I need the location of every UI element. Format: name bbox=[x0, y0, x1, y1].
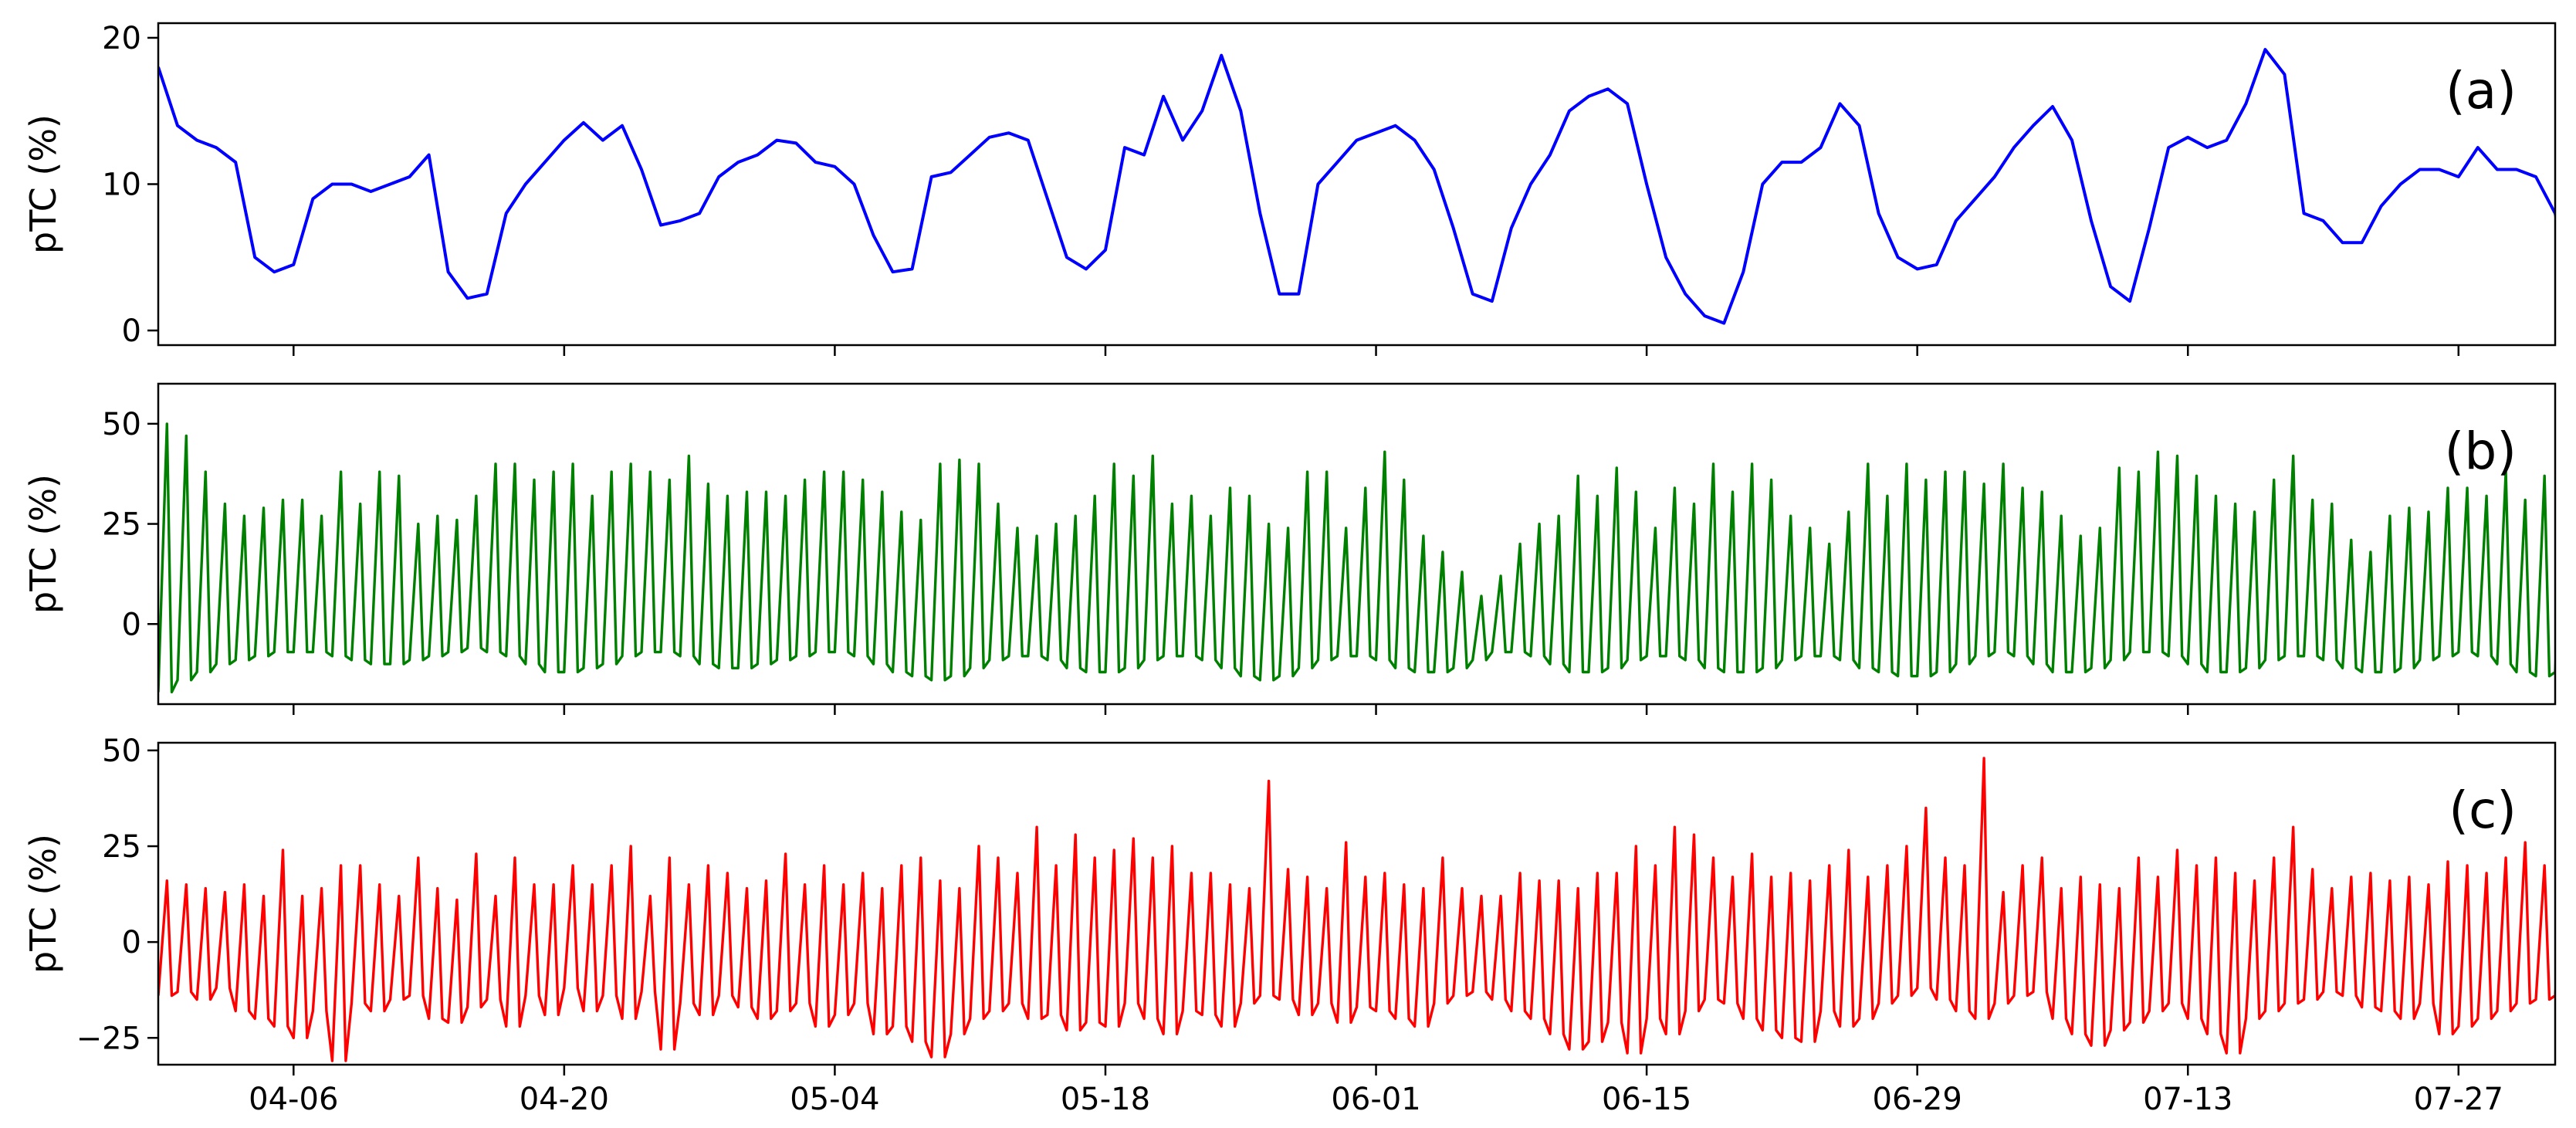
x-tick-label: 05-04 bbox=[790, 1082, 879, 1117]
x-tick-label: 06-15 bbox=[1602, 1082, 1691, 1117]
y-axis-title: pTC (%) bbox=[22, 834, 64, 974]
panel-label: (c) bbox=[2449, 781, 2517, 840]
x-tick-label: 07-27 bbox=[2414, 1082, 2503, 1117]
y-tick-label: 20 bbox=[102, 21, 141, 56]
panel-c: −25 0 25 50 04-06 04-20 05-04 05-18 06-01 06-15 06… bbox=[22, 733, 2557, 1117]
y-tick-label: 50 bbox=[102, 407, 141, 442]
x-tick-label: 07-13 bbox=[2143, 1082, 2232, 1117]
y-tick-label: 0 bbox=[122, 925, 141, 960]
panel-a: 0 10 20 pTC (%) (a) bbox=[22, 21, 2557, 356]
panel-label: (b) bbox=[2445, 422, 2517, 481]
y-tick-label: 10 bbox=[102, 168, 141, 203]
series-line-c bbox=[158, 757, 2555, 1062]
panel-b: 0 25 50 pTC (%) (b) bbox=[22, 382, 2557, 715]
y-tick-label: 0 bbox=[122, 313, 141, 349]
y-tick-label: 25 bbox=[102, 507, 141, 543]
axes-frame-b bbox=[157, 382, 2557, 706]
axes-frame-c bbox=[157, 741, 2557, 1066]
panel-label: (a) bbox=[2446, 61, 2517, 120]
x-tick-label: 05-18 bbox=[1061, 1082, 1150, 1117]
axes-frame-a bbox=[157, 22, 2557, 347]
x-tick-label: 06-29 bbox=[1873, 1082, 1962, 1117]
x-tick-label: 04-06 bbox=[249, 1082, 338, 1117]
y-tick-label: 25 bbox=[102, 829, 141, 865]
series-line-a bbox=[158, 48, 2555, 325]
y-tick-label: 50 bbox=[102, 733, 141, 769]
x-tick-label: 04-20 bbox=[520, 1082, 609, 1117]
x-tick-label: 06-01 bbox=[1331, 1082, 1420, 1117]
y-tick-label: −25 bbox=[76, 1021, 141, 1056]
y-axis-title: pTC (%) bbox=[22, 474, 64, 614]
series-line-b bbox=[158, 422, 2555, 694]
y-tick-label: 0 bbox=[122, 607, 141, 642]
y-axis-title: pTC (%) bbox=[22, 114, 64, 254]
